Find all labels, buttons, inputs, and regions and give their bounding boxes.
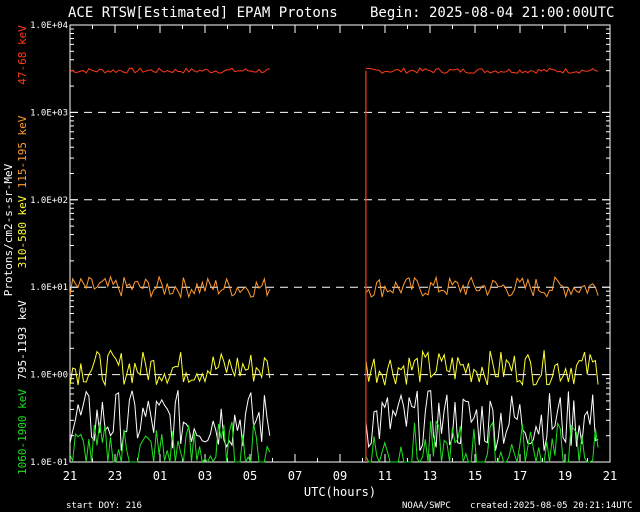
grid-lines — [70, 111, 610, 376]
series-line-1 — [365, 275, 599, 299]
x-tick-label: 21 — [603, 469, 617, 483]
x-axis-label: UTC(hours) — [304, 485, 376, 499]
y-tick-label: 1.0E+01 — [30, 283, 68, 293]
x-tick-label: 19 — [558, 469, 572, 483]
series-group — [69, 67, 599, 464]
series-line-0 — [69, 67, 270, 74]
x-tick-label: 13 — [423, 469, 437, 483]
series-line-1 — [69, 275, 271, 300]
y-tick-labels: 1.0E-01 1.0E+00 1.0E+01 1.0E+02 1.0E+03 1.0E+… — [30, 21, 68, 468]
x-tick-labels: 21 23 01 03 05 07 09 11 13 15 17 19 21 — [63, 469, 617, 483]
plot-border — [69, 24, 611, 463]
x-tick-label: 01 — [153, 469, 167, 483]
x-tick-label: 11 — [378, 469, 392, 483]
x-tick-label: 21 — [63, 469, 77, 483]
series-line-4 — [365, 420, 599, 464]
series-line-3 — [69, 390, 271, 451]
series-line-3 — [365, 390, 599, 451]
series-line-2 — [365, 349, 599, 387]
legend-entry-3: 795-1193 keV — [16, 300, 29, 380]
x-tick-label: 07 — [288, 469, 302, 483]
x-tick-label: 23 — [108, 469, 122, 483]
start-doy: start DOY: 216 — [66, 501, 142, 511]
series-line-4 — [69, 421, 271, 464]
plot-frame — [69, 24, 611, 463]
y-tick-label: 1.0E+00 — [30, 371, 68, 381]
begin-time: Begin: 2025-08-04 21:00:00UTC — [370, 5, 614, 21]
legend-entry-4: 1060-1900 keV — [16, 389, 29, 475]
y-tick-label: 1.0E-01 — [30, 458, 68, 468]
x-tick-label: 15 — [468, 469, 482, 483]
x-tick-label: 03 — [198, 469, 212, 483]
series-line-2 — [69, 349, 271, 387]
created-time: created:2025-08-05 20:21:14UTC — [470, 501, 633, 511]
legend-entry-2: 310-580 keV — [16, 195, 29, 268]
series-line-0 — [365, 67, 599, 75]
source-label: NOAA/SWPC — [402, 501, 451, 511]
x-tick-label: 17 — [513, 469, 527, 483]
legend-entry-1: 115-195 keV — [16, 115, 29, 188]
y-axis-label: Protons/cm2-s-sr-MeV — [2, 163, 15, 296]
x-tick-label: 05 — [243, 469, 257, 483]
legend-left: Protons/cm2-s-sr-MeV 47-68 keV 115-195 keV… — [2, 25, 29, 475]
y-tick-label: 1.0E+02 — [30, 196, 68, 206]
legend-entry-0: 47-68 keV — [16, 25, 29, 85]
chart-title: ACE RTSW[Estimated] EPAM Protons — [68, 5, 338, 21]
x-tick-label: 09 — [333, 469, 347, 483]
y-tick-label: 1.0E+04 — [30, 21, 68, 31]
y-tick-label: 1.0E+03 — [30, 108, 68, 118]
